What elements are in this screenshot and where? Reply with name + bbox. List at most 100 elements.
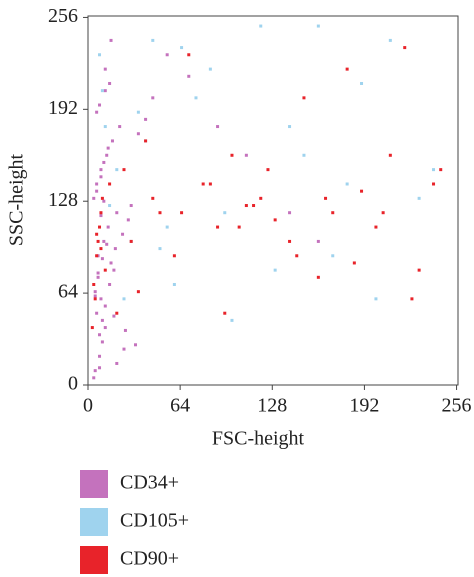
point: [158, 247, 162, 251]
point: [96, 239, 100, 243]
point: [96, 275, 100, 279]
point: [223, 211, 227, 215]
point: [187, 74, 191, 78]
point: [126, 218, 130, 222]
point: [201, 182, 205, 186]
point: [187, 53, 191, 57]
point: [208, 67, 212, 71]
point: [92, 282, 96, 286]
point: [136, 110, 140, 114]
point: [93, 294, 97, 298]
point: [109, 38, 113, 42]
point: [432, 182, 436, 186]
point: [134, 343, 138, 347]
point: [223, 311, 227, 315]
legend-swatch: [80, 508, 108, 536]
point: [93, 290, 97, 294]
point: [316, 275, 320, 279]
point: [100, 196, 104, 200]
point: [129, 204, 133, 208]
point: [115, 211, 119, 215]
point: [105, 153, 109, 157]
point: [100, 340, 104, 344]
point: [180, 46, 184, 50]
point: [244, 204, 248, 208]
point: [98, 354, 102, 358]
point: [374, 225, 378, 229]
point: [99, 247, 103, 251]
point: [136, 290, 140, 294]
point: [106, 146, 110, 150]
y-tick-label: 64: [58, 281, 78, 303]
point: [144, 117, 148, 121]
point: [403, 46, 407, 50]
point: [112, 268, 116, 272]
point: [432, 168, 436, 172]
x-axis-label: FSC-height: [212, 428, 305, 450]
point: [172, 282, 176, 286]
point: [99, 214, 103, 218]
point: [95, 110, 99, 114]
point: [216, 125, 220, 129]
point: [90, 326, 94, 330]
x-tick-label: 256: [442, 395, 472, 417]
point: [259, 196, 263, 200]
point: [92, 196, 96, 200]
legend-swatch: [80, 546, 108, 574]
point: [388, 153, 392, 157]
point: [95, 311, 99, 315]
point: [95, 189, 99, 193]
point: [95, 254, 99, 258]
point: [96, 271, 100, 275]
point: [99, 168, 103, 172]
point: [100, 318, 104, 322]
y-tick-label: 0: [68, 373, 78, 395]
point: [194, 96, 198, 100]
point: [93, 369, 97, 373]
point: [108, 204, 112, 208]
point: [121, 232, 125, 236]
point: [381, 211, 385, 215]
point: [105, 242, 109, 246]
point: [324, 196, 328, 200]
point: [99, 211, 103, 215]
point: [316, 24, 320, 28]
point: [208, 182, 212, 186]
point: [115, 311, 119, 315]
point: [345, 67, 349, 71]
x-tick-label: 64: [170, 395, 190, 417]
point: [158, 211, 162, 215]
point: [99, 175, 103, 179]
point: [109, 261, 113, 265]
point: [144, 139, 148, 143]
x-tick-label: 0: [83, 395, 93, 417]
point: [230, 318, 234, 322]
point: [273, 268, 277, 272]
point: [374, 297, 378, 301]
point: [259, 24, 263, 28]
point: [122, 168, 126, 172]
point: [102, 199, 106, 203]
legend-swatch: [80, 470, 108, 498]
plot-frame: [87, 15, 459, 386]
point: [151, 38, 155, 42]
point: [165, 53, 169, 57]
point: [237, 225, 241, 229]
point: [316, 239, 320, 243]
point: [98, 225, 102, 229]
point: [302, 96, 306, 100]
point: [417, 268, 421, 272]
point: [98, 53, 102, 57]
point: [122, 297, 126, 301]
point: [288, 239, 292, 243]
point: [103, 326, 107, 330]
point: [151, 96, 155, 100]
point: [108, 282, 112, 286]
point: [266, 168, 270, 172]
point: [98, 103, 102, 107]
point: [123, 328, 127, 332]
point: [136, 132, 140, 136]
y-tick-label: 128: [48, 189, 78, 211]
point: [103, 89, 107, 93]
